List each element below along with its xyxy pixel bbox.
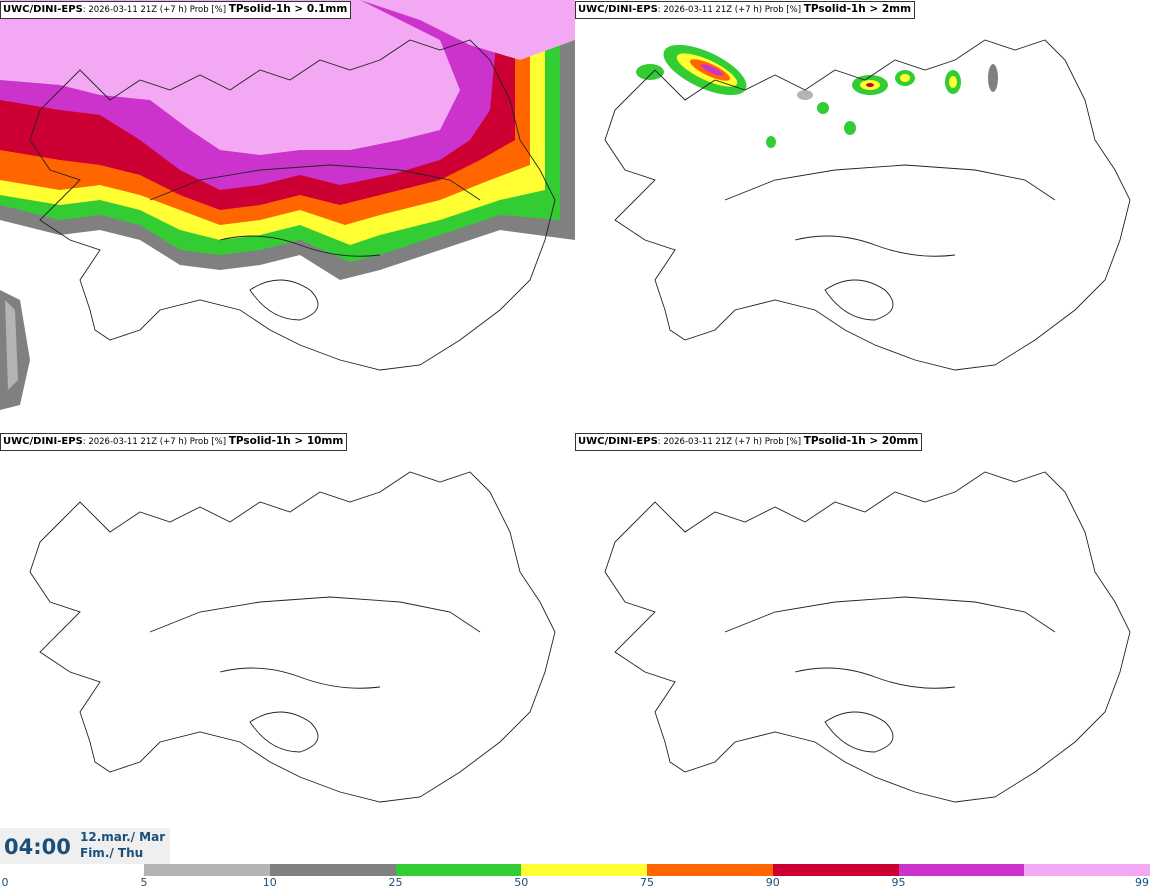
field-name: TPsolid-1h > 0.1mm: [228, 3, 348, 15]
field-name: TPsolid-1h > 2mm: [803, 3, 912, 15]
run-info: : 2026-03-11 21Z (+7 h) Prob [%]: [657, 5, 804, 15]
run-info: : 2026-03-11 21Z (+7 h) Prob [%]: [82, 437, 229, 447]
colorbar-tick-label: 0: [1, 876, 9, 889]
map-canvas: [604, 39, 1131, 371]
run-info: : 2026-03-11 21Z (+7 h) Prob [%]: [657, 437, 804, 447]
map-panel-prob-0-1mm: UWC/DINI-EPS: 2026-03-11 21Z (+7 h) Prob…: [0, 0, 575, 432]
iceland-coastline: [29, 471, 556, 803]
map-canvas: [0, 0, 575, 410]
panel-title: UWC/DINI-EPS: 2026-03-11 21Z (+7 h) Prob…: [575, 1, 916, 19]
valid-date: 12.mar./ Mar: [80, 830, 166, 844]
field-name: TPsolid-1h > 20mm: [803, 435, 919, 447]
iceland-coastline: [604, 39, 1131, 371]
valid-weekday: Fim./ Thu: [80, 846, 144, 860]
map-canvas: [29, 471, 556, 803]
colorbar-tick-label: 90: [765, 876, 780, 889]
colorbar-tick-label: 5: [140, 876, 148, 889]
model-name: UWC/DINI-EPS: [578, 4, 658, 15]
colorbar-tick-label: 99: [1135, 876, 1149, 889]
colorbar-segment: [144, 864, 270, 876]
colorbar-tick-label: 50: [514, 876, 529, 889]
map-canvas: [604, 471, 1131, 803]
iceland-coastline: [604, 471, 1131, 803]
field-name: TPsolid-1h > 10mm: [228, 435, 344, 447]
colorbar-segment: [772, 864, 899, 876]
panel-title: UWC/DINI-EPS: 2026-03-11 21Z (+7 h) Prob…: [0, 433, 348, 451]
colorbar-segment: [1024, 864, 1150, 876]
colorbar-segment: [647, 864, 773, 876]
colorbar-tick-label: 75: [640, 876, 654, 889]
panel-title: UWC/DINI-EPS: 2026-03-11 21Z (+7 h) Prob…: [0, 1, 352, 19]
colorbar-tick-label: 95: [891, 876, 906, 889]
colorbar-tick-label: 25: [388, 876, 403, 889]
map-panel-prob-2mm: UWC/DINI-EPS: 2026-03-11 21Z (+7 h) Prob…: [575, 0, 1150, 432]
valid-time: 04:00: [4, 835, 71, 859]
colorbar-segment: [395, 864, 522, 876]
model-name: UWC/DINI-EPS: [3, 436, 83, 447]
map-panel-prob-10mm: UWC/DINI-EPS: 2026-03-11 21Z (+7 h) Prob…: [0, 432, 575, 864]
colorbar-segment: [521, 864, 647, 876]
colorbar-tick-label: 10: [262, 876, 277, 889]
colorbar-segment: [269, 864, 396, 876]
model-name: UWC/DINI-EPS: [578, 436, 658, 447]
model-name: UWC/DINI-EPS: [3, 4, 83, 15]
valid-time-box: 04:00 12.mar./ Mar Fim./ Thu: [0, 828, 170, 864]
probability-colorbar: [144, 864, 1150, 876]
probability-field: [636, 44, 998, 148]
colorbar-segment: [898, 864, 1025, 876]
panel-title: UWC/DINI-EPS: 2026-03-11 21Z (+7 h) Prob…: [575, 433, 923, 451]
probability-field: [0, 0, 575, 410]
run-info: : 2026-03-11 21Z (+7 h) Prob [%]: [82, 5, 229, 15]
map-panel-prob-20mm: UWC/DINI-EPS: 2026-03-11 21Z (+7 h) Prob…: [575, 432, 1150, 864]
iceland-coastline: [29, 39, 556, 371]
